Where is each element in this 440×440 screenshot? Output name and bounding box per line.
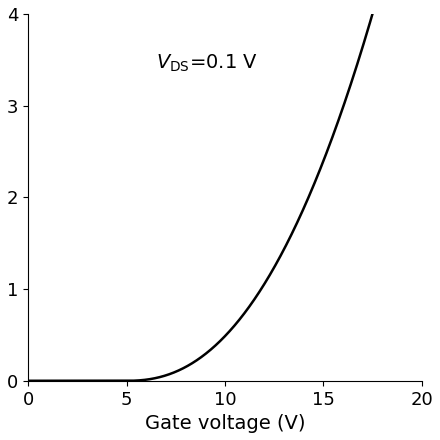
Text: $V_\mathrm{DS}$=0.1 V: $V_\mathrm{DS}$=0.1 V: [156, 53, 258, 74]
X-axis label: Gate voltage (V): Gate voltage (V): [145, 414, 305, 433]
